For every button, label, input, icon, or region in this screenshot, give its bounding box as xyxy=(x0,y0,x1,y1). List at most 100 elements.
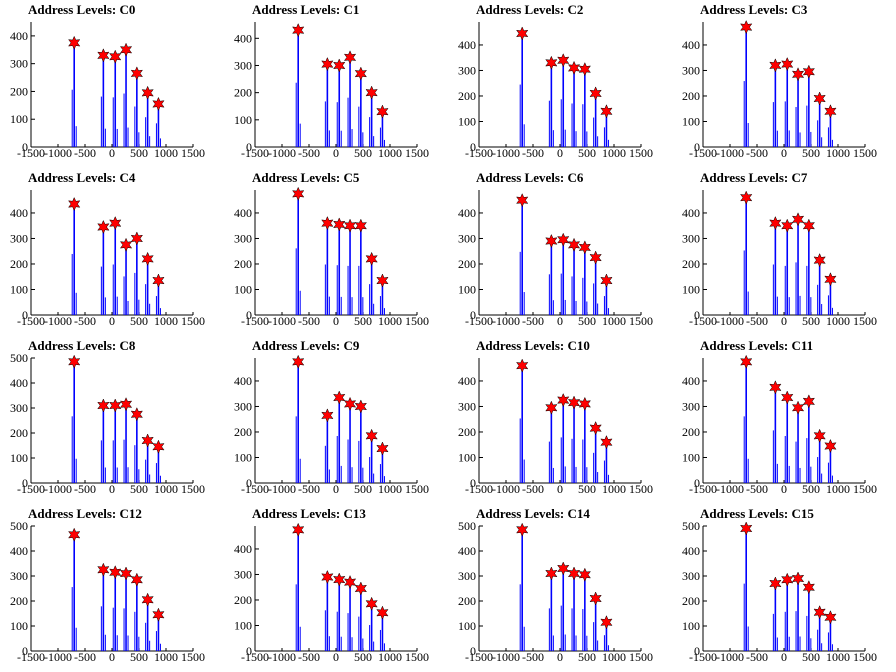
x-tick-label: 0 xyxy=(557,314,563,328)
y-tick-label: 300 xyxy=(10,401,28,415)
peak-marker xyxy=(130,572,144,587)
x-tick-label: 1500 xyxy=(853,314,877,328)
peak-marker xyxy=(365,596,378,611)
peak-marker xyxy=(567,60,581,76)
peak-marker xyxy=(567,395,581,410)
peak-marker xyxy=(791,571,805,586)
y-tick-label: 100 xyxy=(682,450,700,464)
y-tick-label: 0 xyxy=(694,644,700,658)
peak-marker xyxy=(343,50,357,65)
chart-title: Address Levels: C15 xyxy=(700,506,814,521)
x-tick-label: 500 xyxy=(130,146,148,160)
x-tick-label: -1000 xyxy=(716,482,744,496)
y-tick-label: 300 xyxy=(458,63,476,77)
x-tick-label: -1500 xyxy=(241,146,269,160)
peak-marker xyxy=(769,576,782,591)
y-tick-label: 0 xyxy=(470,308,476,322)
x-tick-label: 1000 xyxy=(154,146,178,160)
y-tick-label: 300 xyxy=(234,231,252,245)
y-tick-label: 100 xyxy=(682,114,700,128)
x-tick-label: 500 xyxy=(578,650,596,664)
chart-title: Address Levels: C4 xyxy=(28,170,136,185)
x-tick-label: 0 xyxy=(781,650,787,664)
y-tick-label: 0 xyxy=(694,140,700,154)
x-tick-label: 0 xyxy=(333,146,339,160)
y-tick-label: 200 xyxy=(682,89,700,103)
x-tick-label: 1500 xyxy=(629,482,653,496)
chart-panel-4: Address Levels: C4 0 100 200 300 400 -1500 -100… xyxy=(10,170,205,328)
x-tick-label: 1500 xyxy=(181,314,205,328)
y-tick-label: 0 xyxy=(246,140,252,154)
y-tick-label: 300 xyxy=(682,569,700,583)
x-tick-label: -500 xyxy=(746,146,768,160)
y-tick-label: 200 xyxy=(234,425,252,439)
peak-marker xyxy=(109,398,122,413)
y-tick-label: 400 xyxy=(10,206,28,220)
x-tick-label: -1500 xyxy=(465,650,493,664)
y-tick-label: 400 xyxy=(682,374,700,388)
y-tick-label: 0 xyxy=(22,644,28,658)
peak-marker xyxy=(321,569,334,585)
peak-marker xyxy=(589,591,602,606)
x-tick-label: 0 xyxy=(109,146,115,160)
peak-marker xyxy=(292,186,305,201)
peak-marker xyxy=(781,390,794,405)
peak-marker xyxy=(557,392,570,408)
x-tick-label: 1000 xyxy=(826,482,850,496)
y-tick-label: 200 xyxy=(10,426,28,440)
chart-title: Address Levels: C10 xyxy=(476,338,590,353)
x-tick-label: -500 xyxy=(522,314,544,328)
peak-marker xyxy=(141,433,154,448)
y-tick-label: 300 xyxy=(682,63,700,77)
peak-marker xyxy=(600,615,613,630)
x-tick-label: 500 xyxy=(802,314,820,328)
peak-marker xyxy=(813,605,826,620)
peak-marker xyxy=(376,104,389,119)
peak-marker xyxy=(109,216,122,231)
peak-marker xyxy=(516,522,529,537)
peak-marker xyxy=(343,574,357,590)
peak-marker xyxy=(119,566,133,581)
y-tick-label: 300 xyxy=(10,231,28,245)
x-tick-label: 0 xyxy=(557,146,563,160)
x-tick-label: -1000 xyxy=(492,314,520,328)
peak-marker xyxy=(333,572,346,587)
peak-marker xyxy=(152,439,165,454)
y-tick-label: 500 xyxy=(458,519,476,533)
x-tick-label: -1000 xyxy=(44,650,72,664)
peak-marker xyxy=(333,58,346,73)
chart-title: Address Levels: C1 xyxy=(252,2,359,17)
peak-marker xyxy=(97,562,110,577)
peak-marker xyxy=(813,253,826,268)
y-tick-label: 200 xyxy=(10,594,28,608)
y-tick-label: 300 xyxy=(234,567,252,581)
y-tick-label: 200 xyxy=(682,257,700,271)
x-tick-label: 1500 xyxy=(181,146,205,160)
x-tick-label: -500 xyxy=(74,314,96,328)
x-tick-label: 1500 xyxy=(405,482,429,496)
y-tick-label: 400 xyxy=(10,544,28,558)
peak-marker xyxy=(365,428,378,443)
peak-marker xyxy=(516,193,529,208)
chart-title: Address Levels: C7 xyxy=(700,170,808,185)
y-tick-label: 100 xyxy=(682,282,700,296)
x-tick-label: 500 xyxy=(354,650,372,664)
y-tick-label: 100 xyxy=(458,450,476,464)
x-tick-label: -500 xyxy=(522,650,544,664)
x-tick-label: -1000 xyxy=(492,650,520,664)
chart-title: Address Levels: C3 xyxy=(700,2,808,17)
y-tick-label: 400 xyxy=(682,206,700,220)
x-tick-label: -1000 xyxy=(268,146,296,160)
chart-panel-6: Address Levels: C6 0 100 200 300 400 -1500 -100… xyxy=(458,170,653,328)
y-tick-label: 100 xyxy=(458,282,476,296)
peak-marker xyxy=(567,566,581,581)
x-tick-label: 500 xyxy=(130,650,148,664)
peak-marker xyxy=(97,219,110,235)
y-tick-label: 300 xyxy=(10,569,28,583)
x-tick-label: 500 xyxy=(578,146,596,160)
x-tick-label: -1000 xyxy=(44,146,72,160)
peak-marker xyxy=(130,407,144,422)
x-tick-label: 0 xyxy=(781,482,787,496)
x-tick-label: -1000 xyxy=(716,650,744,664)
